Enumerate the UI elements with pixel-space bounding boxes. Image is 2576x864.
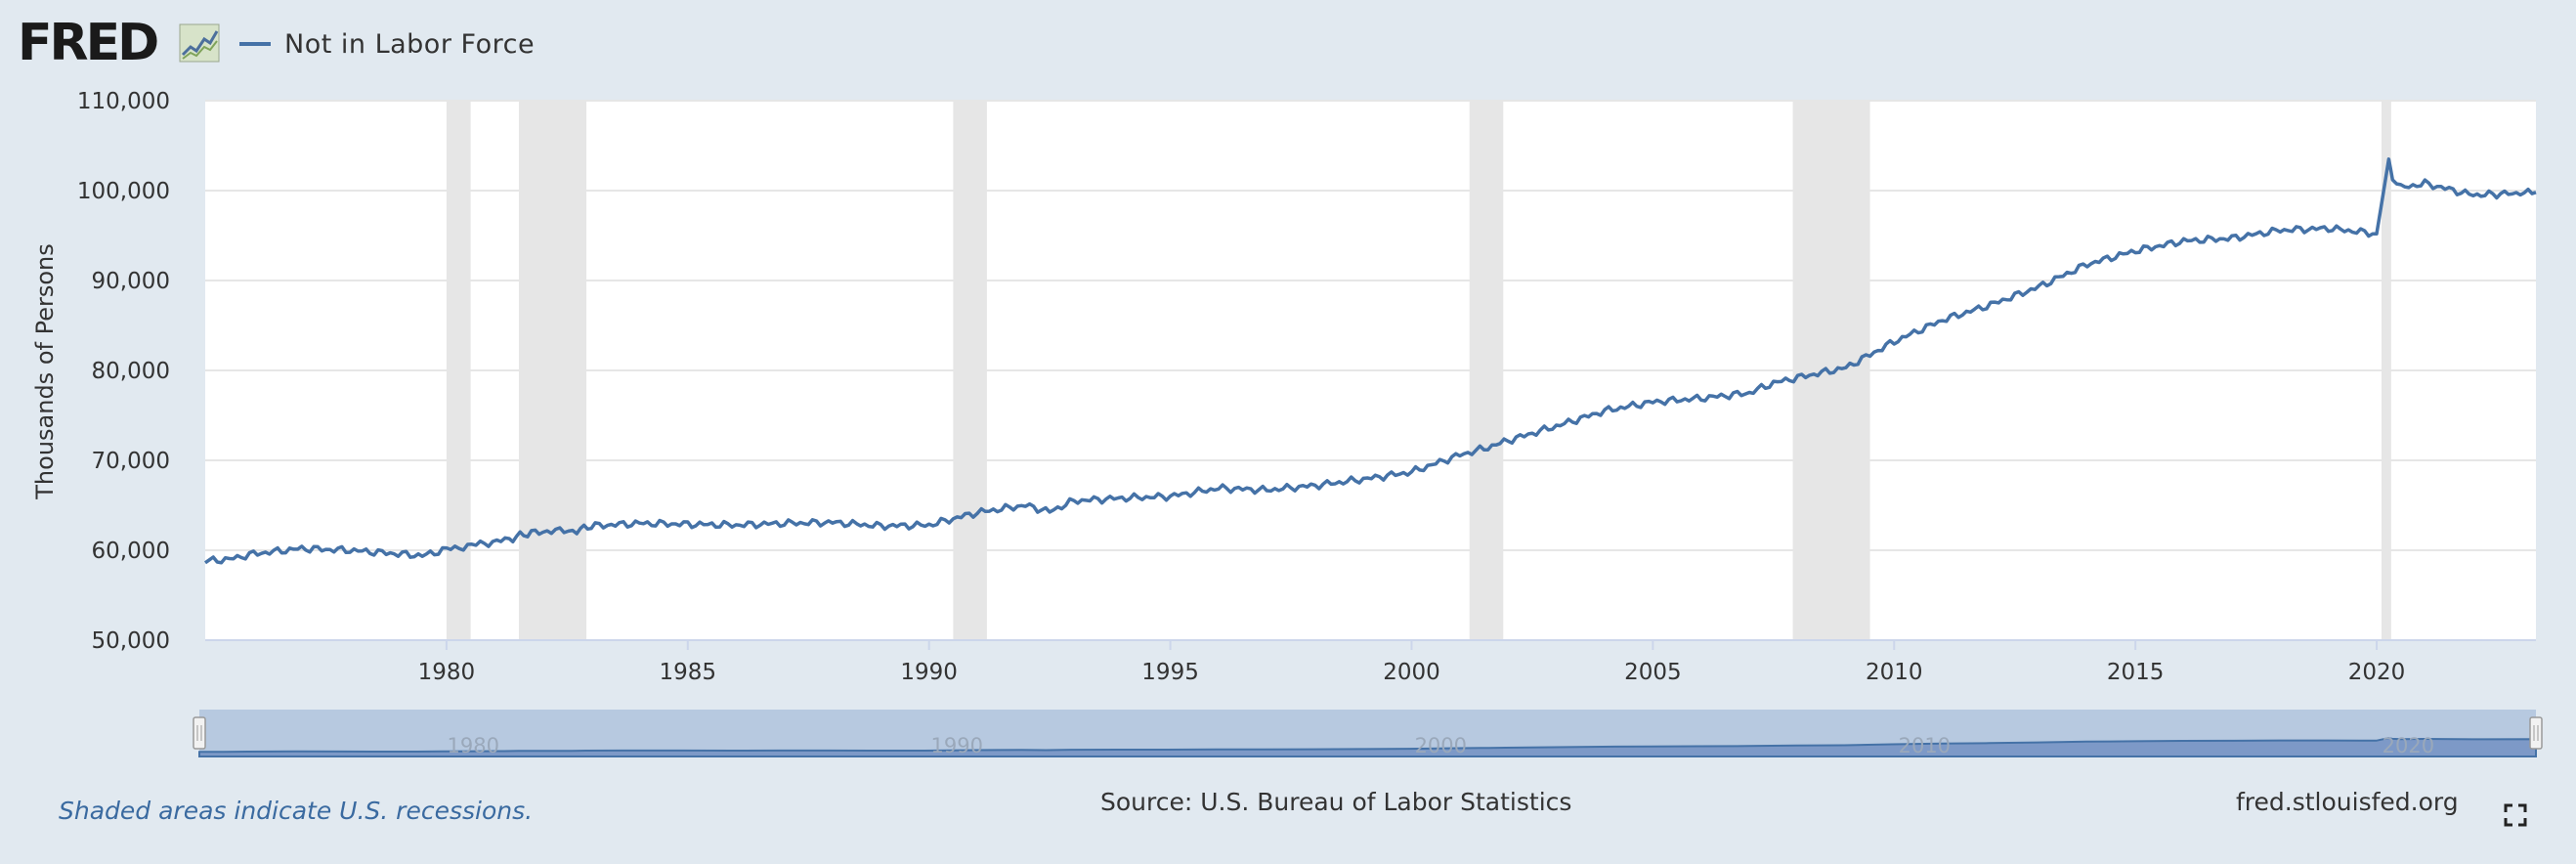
legend-label: Not in Labor Force (284, 28, 536, 60)
y-tick-label: 110,000 (77, 89, 170, 114)
navigator-tick-label: 2020 (2383, 734, 2434, 757)
x-tick-label: 1980 (418, 660, 476, 685)
fullscreen-icon[interactable] (2504, 803, 2527, 827)
y-axis-label: Thousands of Persons (31, 243, 59, 499)
fred-chart-icon (179, 23, 220, 63)
recession-note: Shaded areas indicate U.S. recessions. (59, 797, 534, 825)
x-tick-label: 2010 (1866, 660, 1923, 685)
legend-swatch (239, 42, 271, 46)
gridlines (205, 100, 2536, 641)
site-link[interactable]: fred.stlouisfed.org (2236, 788, 2459, 816)
x-tick-label: 2005 (1624, 660, 1682, 685)
legend[interactable]: Not in Labor Force (239, 27, 535, 61)
fred-logo[interactable]: FRED (18, 14, 159, 72)
navigator-tick-label: 1990 (931, 734, 983, 757)
navigator-series (198, 737, 2537, 757)
y-axis: 50,000 60,000 70,000 80,000 90,000 100,000 110… (77, 89, 170, 654)
range-navigator[interactable]: 1980 1990 2000 2010 2020 (193, 710, 2543, 757)
series-layer[interactable] (203, 157, 2537, 565)
chart-header: FRED Not in Labor Force (0, 0, 2576, 88)
source-text: Source: U.S. Bureau of Labor Statistics (1100, 788, 1572, 816)
x-tick-label: 2015 (2107, 660, 2165, 685)
navigator-tick-label: 2000 (1415, 734, 1467, 757)
navigator-handle-right[interactable] (2529, 716, 2543, 750)
navigator-tick-label: 1980 (448, 734, 499, 757)
x-tick-label: 2020 (2348, 660, 2406, 685)
y-tick-label: 80,000 (92, 359, 170, 384)
series-line-0[interactable] (203, 157, 2537, 565)
y-tick-label: 60,000 (92, 539, 170, 564)
x-tick-label: 1990 (900, 660, 958, 685)
y-tick-label: 90,000 (92, 269, 170, 294)
x-tick-label: 1995 (1141, 660, 1199, 685)
x-tick-label: 2000 (1383, 660, 1440, 685)
navigator-handle-left[interactable] (193, 716, 206, 750)
y-tick-label: 100,000 (77, 179, 170, 204)
y-tick-label: 50,000 (92, 628, 170, 654)
navigator-tick-label: 2010 (1899, 734, 1951, 757)
x-tick-label: 1985 (660, 660, 717, 685)
y-tick-label: 70,000 (92, 449, 170, 474)
x-axis: 1980 1985 1990 1995 2000 2005 2010 2015 2020 (418, 640, 2406, 685)
